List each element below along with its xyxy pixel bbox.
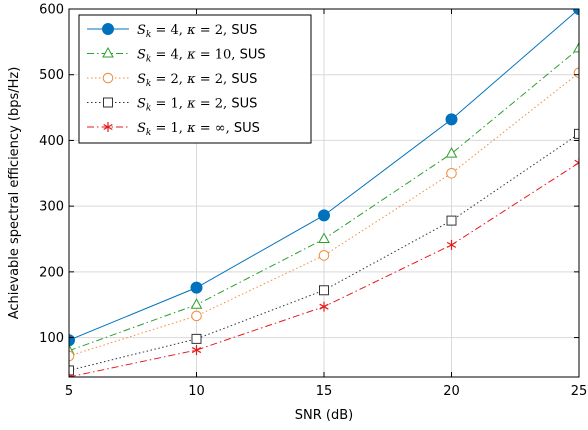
data-point bbox=[446, 167, 457, 179]
marker-stroke bbox=[69, 373, 74, 377]
y-tick-label: 500 bbox=[39, 68, 64, 83]
marker-stroke bbox=[191, 347, 202, 354]
legend-marker bbox=[103, 122, 113, 132]
legend-item: Sk = 2, κ = 2, SUS bbox=[87, 72, 257, 89]
legend-box bbox=[78, 14, 312, 144]
data-point bbox=[318, 250, 330, 261]
series-line bbox=[69, 72, 579, 357]
x-tick-label: 5 bbox=[65, 384, 73, 399]
data-point bbox=[190, 298, 203, 309]
data-point bbox=[191, 345, 202, 356]
legend-item: Sk = 4, κ = 2, SUS bbox=[87, 23, 257, 40]
data-point bbox=[191, 310, 202, 322]
series-4 bbox=[69, 128, 579, 376]
legend-item: Sk = 1, κ = 2, SUS bbox=[87, 97, 257, 114]
data-point bbox=[190, 281, 203, 294]
data-point bbox=[318, 209, 330, 222]
y-tick-label: 400 bbox=[39, 134, 64, 149]
marker-stroke bbox=[574, 159, 579, 164]
data-point bbox=[574, 157, 579, 168]
x-tick-label: 10 bbox=[188, 384, 205, 399]
data-point bbox=[573, 41, 579, 53]
legend-label: Sk = 1, κ = ∞, SUS bbox=[137, 121, 260, 138]
marker-stroke bbox=[103, 123, 113, 131]
legend-label: Sk = 4, κ = 2, SUS bbox=[137, 23, 257, 40]
data-point bbox=[446, 239, 457, 250]
data-point bbox=[445, 113, 458, 126]
data-point bbox=[319, 285, 329, 296]
legend-marker bbox=[102, 46, 114, 58]
y-tick-label: 100 bbox=[39, 331, 64, 346]
legend-label: Sk = 4, κ = 10, SUS bbox=[137, 48, 266, 65]
legend-label: Sk = 1, κ = 2, SUS bbox=[137, 97, 257, 114]
y-tick-label: 600 bbox=[39, 3, 64, 18]
legend-item: Sk = 1, κ = ∞, SUS bbox=[87, 121, 260, 138]
legend: Sk = 4, κ = 2, SUS Sk = 4, κ = 10, SUS Sk … bbox=[78, 14, 312, 144]
data-point bbox=[318, 232, 330, 243]
y-axis-label: Achievable spectral efficiency (bps/Hz) bbox=[7, 67, 22, 320]
marker-stroke bbox=[446, 241, 457, 248]
y-tick-label: 300 bbox=[39, 200, 64, 215]
x-tick-label: 25 bbox=[571, 384, 588, 399]
data-point bbox=[191, 333, 202, 344]
data-point bbox=[574, 128, 579, 139]
data-point bbox=[445, 147, 458, 158]
legend-label: Sk = 2, κ = 2, SUS bbox=[137, 72, 257, 89]
data-point bbox=[69, 365, 74, 376]
x-tick-label: 20 bbox=[443, 384, 460, 399]
data-point bbox=[446, 215, 457, 226]
data-point bbox=[573, 9, 579, 15]
x-axis-label: SNR (dB) bbox=[295, 408, 353, 423]
data-point bbox=[69, 350, 75, 362]
legend-item: Sk = 4, κ = 10, SUS bbox=[87, 46, 266, 65]
x-tick-label: 15 bbox=[316, 384, 333, 399]
series-5 bbox=[69, 157, 579, 377]
legend-marker bbox=[102, 72, 114, 84]
legend-marker bbox=[102, 23, 114, 35]
axis-ticks: 5 10 15 20 25 100 200 300 400 500 600 bbox=[39, 3, 587, 400]
data-point bbox=[69, 372, 74, 377]
series-line bbox=[69, 133, 579, 371]
series-2 bbox=[69, 41, 579, 355]
y-tick-label: 200 bbox=[39, 265, 64, 280]
marker-stroke bbox=[319, 303, 329, 310]
legend-marker bbox=[103, 97, 113, 108]
data-point bbox=[319, 301, 329, 312]
marker-stroke bbox=[574, 162, 579, 166]
series-3 bbox=[69, 67, 579, 362]
